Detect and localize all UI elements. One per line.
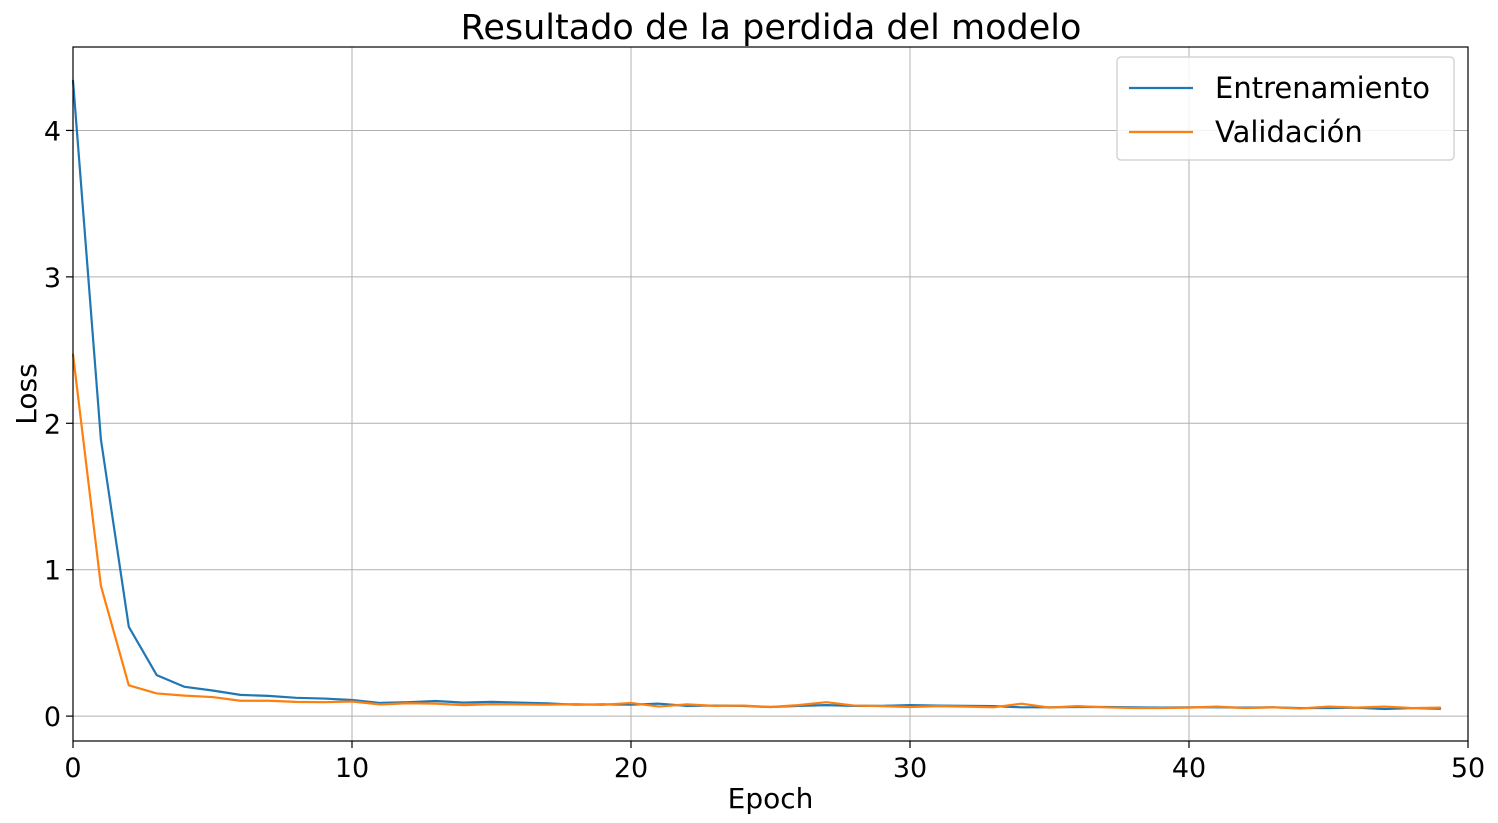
- x-tick-label-10: 10: [335, 753, 369, 784]
- legend: Entrenamiento Validación: [1116, 56, 1455, 161]
- y-tick-label-3: 3: [44, 263, 61, 294]
- x-tick-label-20: 20: [614, 753, 648, 784]
- legend-label-entrenamiento: Entrenamiento: [1215, 71, 1430, 105]
- chart-title: Resultado de la perdida del modelo: [461, 8, 1082, 48]
- y-axis-title: Loss: [10, 363, 43, 424]
- legend-box: [1116, 56, 1455, 161]
- x-tick-label-40: 40: [1172, 753, 1206, 784]
- plot-area-frame: [72, 46, 1469, 742]
- legend-label-validacion: Validación: [1215, 115, 1363, 149]
- x-tick-label-30: 30: [893, 753, 927, 784]
- x-axis-title: Epoch: [728, 782, 814, 815]
- y-tick-label-4: 4: [44, 116, 61, 147]
- series-line-entrenamiento: [71, 79, 1442, 711]
- y-tick-label-0: 0: [44, 702, 61, 733]
- axis-ticks: 0 10 20 30 40 50 0 1 2 3 4: [44, 116, 1485, 784]
- x-tick-label-50: 50: [1451, 753, 1485, 784]
- series-lines: [71, 79, 1442, 711]
- y-tick-label-2: 2: [44, 409, 61, 440]
- series-line-validacion: [71, 353, 1442, 710]
- x-tick-label-0: 0: [64, 753, 81, 784]
- y-tick-label-1: 1: [44, 556, 61, 587]
